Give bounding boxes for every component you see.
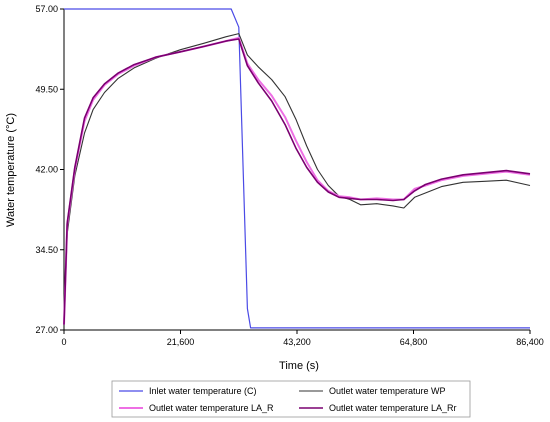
y-tick-label: 49.50 xyxy=(35,84,58,94)
legend-box xyxy=(111,380,471,418)
legend: Inlet water temperature (C) Outlet water … xyxy=(111,380,471,418)
x-tick-label: 0 xyxy=(61,337,66,347)
x-tick-label: 43,200 xyxy=(283,337,311,347)
series-line-1 xyxy=(64,8,530,329)
legend-label-3: Outlet water temperature LA_R xyxy=(149,403,274,413)
x-axis-title: Time (s) xyxy=(279,360,319,372)
x-tick-label: 64,800 xyxy=(400,337,428,347)
x-tick-label: 86,400 xyxy=(516,337,544,347)
y-tick-label: 27.00 xyxy=(35,325,58,335)
y-tick-label: 34.50 xyxy=(35,245,58,255)
legend-label-4: Outlet water temperature LA_Rr xyxy=(329,403,457,413)
y-axis-title: Water temperature (°C) xyxy=(5,113,17,227)
y-tick-label: 42.00 xyxy=(35,165,58,175)
x-tick-label: 21,600 xyxy=(167,337,195,347)
y-tick-label: 57.00 xyxy=(35,4,58,14)
series-layer xyxy=(63,8,531,329)
series-line-3 xyxy=(63,36,531,325)
axes: 27.00 34.50 42.00 49.50 57.00 0 21,600 43,200 64… xyxy=(35,4,543,347)
series-line-4 xyxy=(63,38,531,325)
legend-label-2: Outlet water temperature WP xyxy=(329,386,446,396)
legend-label-1: Inlet water temperature (C) xyxy=(149,386,257,396)
series-line-2 xyxy=(63,33,531,325)
